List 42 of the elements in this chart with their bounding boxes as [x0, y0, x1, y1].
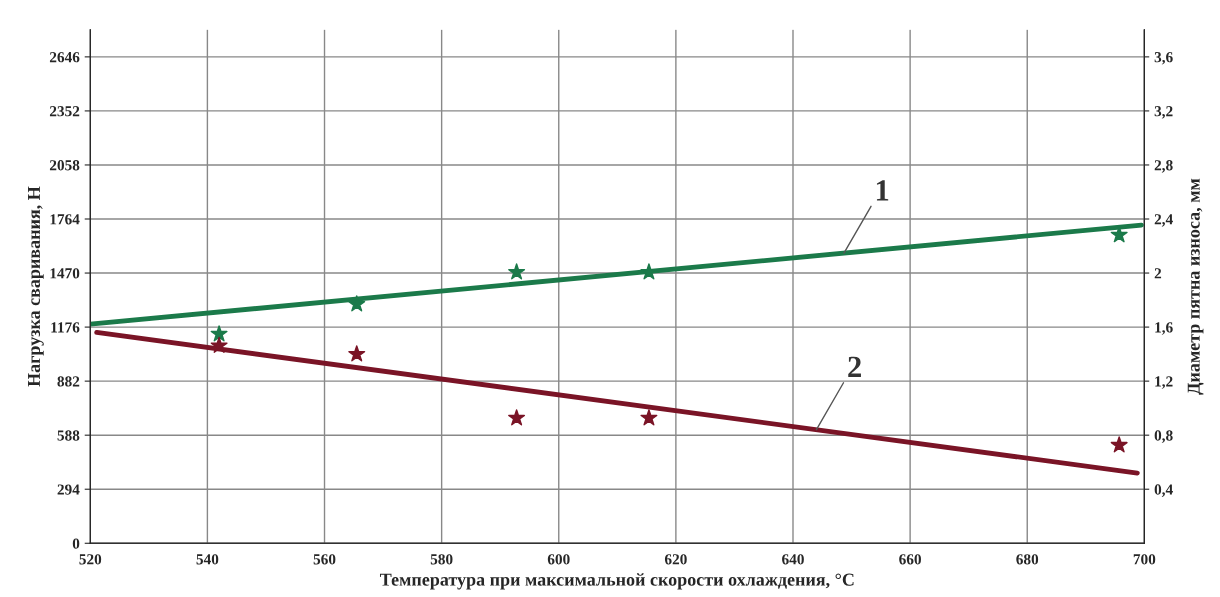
y2-tick-label: 0,8: [1154, 430, 1173, 443]
y2-tick-label: 1,2: [1155, 376, 1173, 389]
y-tick-label: 2058: [49, 160, 80, 171]
y-tick-label: 1176: [51, 322, 80, 333]
y2-tick-label: 0,4: [1154, 484, 1173, 497]
y2-tick-label: 1,6: [1155, 322, 1173, 335]
y-tick-label: 294: [57, 484, 80, 495]
y2-tick-label: 2,8: [1154, 160, 1173, 173]
y2-tick-label: 3,6: [1154, 52, 1173, 65]
y2-tick-label: 3,2: [1154, 106, 1173, 119]
x-tick-label: 580: [430, 554, 453, 565]
y-tick-label: 588: [57, 430, 80, 441]
y2-tick-label: 2: [1154, 268, 1162, 279]
y-axis-title: Нагрузка сваривания, Н: [28, 186, 44, 387]
point: [508, 263, 526, 280]
x-tick-label: 660: [899, 554, 921, 565]
y2-tick-label: 2,4: [1154, 214, 1173, 227]
point: [508, 409, 526, 426]
y-tick-label: 1764: [50, 214, 80, 225]
y-tick-label: 0: [72, 538, 80, 549]
point: [1110, 436, 1128, 453]
y-tick-label: 2352: [49, 106, 80, 117]
point: [640, 409, 658, 426]
x-tick-label: 640: [782, 554, 804, 565]
x-axis-title: Температура при максимальной скорости охлаждения, °С: [380, 573, 854, 590]
x-tick-label: 520: [79, 554, 102, 565]
x-tick-label: 600: [547, 554, 570, 565]
x-tick-label: 560: [313, 554, 336, 565]
y-tick-label: 2646: [49, 52, 80, 63]
point: [348, 345, 366, 362]
x-tick-label: 620: [664, 554, 687, 565]
x-tick-label: 680: [1016, 554, 1039, 565]
point: [210, 336, 228, 354]
y2-axis-title: Диаметр пятна износа, мм: [1187, 178, 1204, 395]
x-tick-label: 540: [196, 554, 219, 565]
y-tick-label: 1470: [50, 268, 80, 279]
annotation: 1: [876, 180, 889, 201]
x-tick-label: 700: [1133, 554, 1156, 565]
point: [210, 325, 228, 342]
y-tick-label: 882: [57, 376, 80, 387]
annotation: 2: [848, 356, 861, 377]
point: [348, 295, 366, 312]
